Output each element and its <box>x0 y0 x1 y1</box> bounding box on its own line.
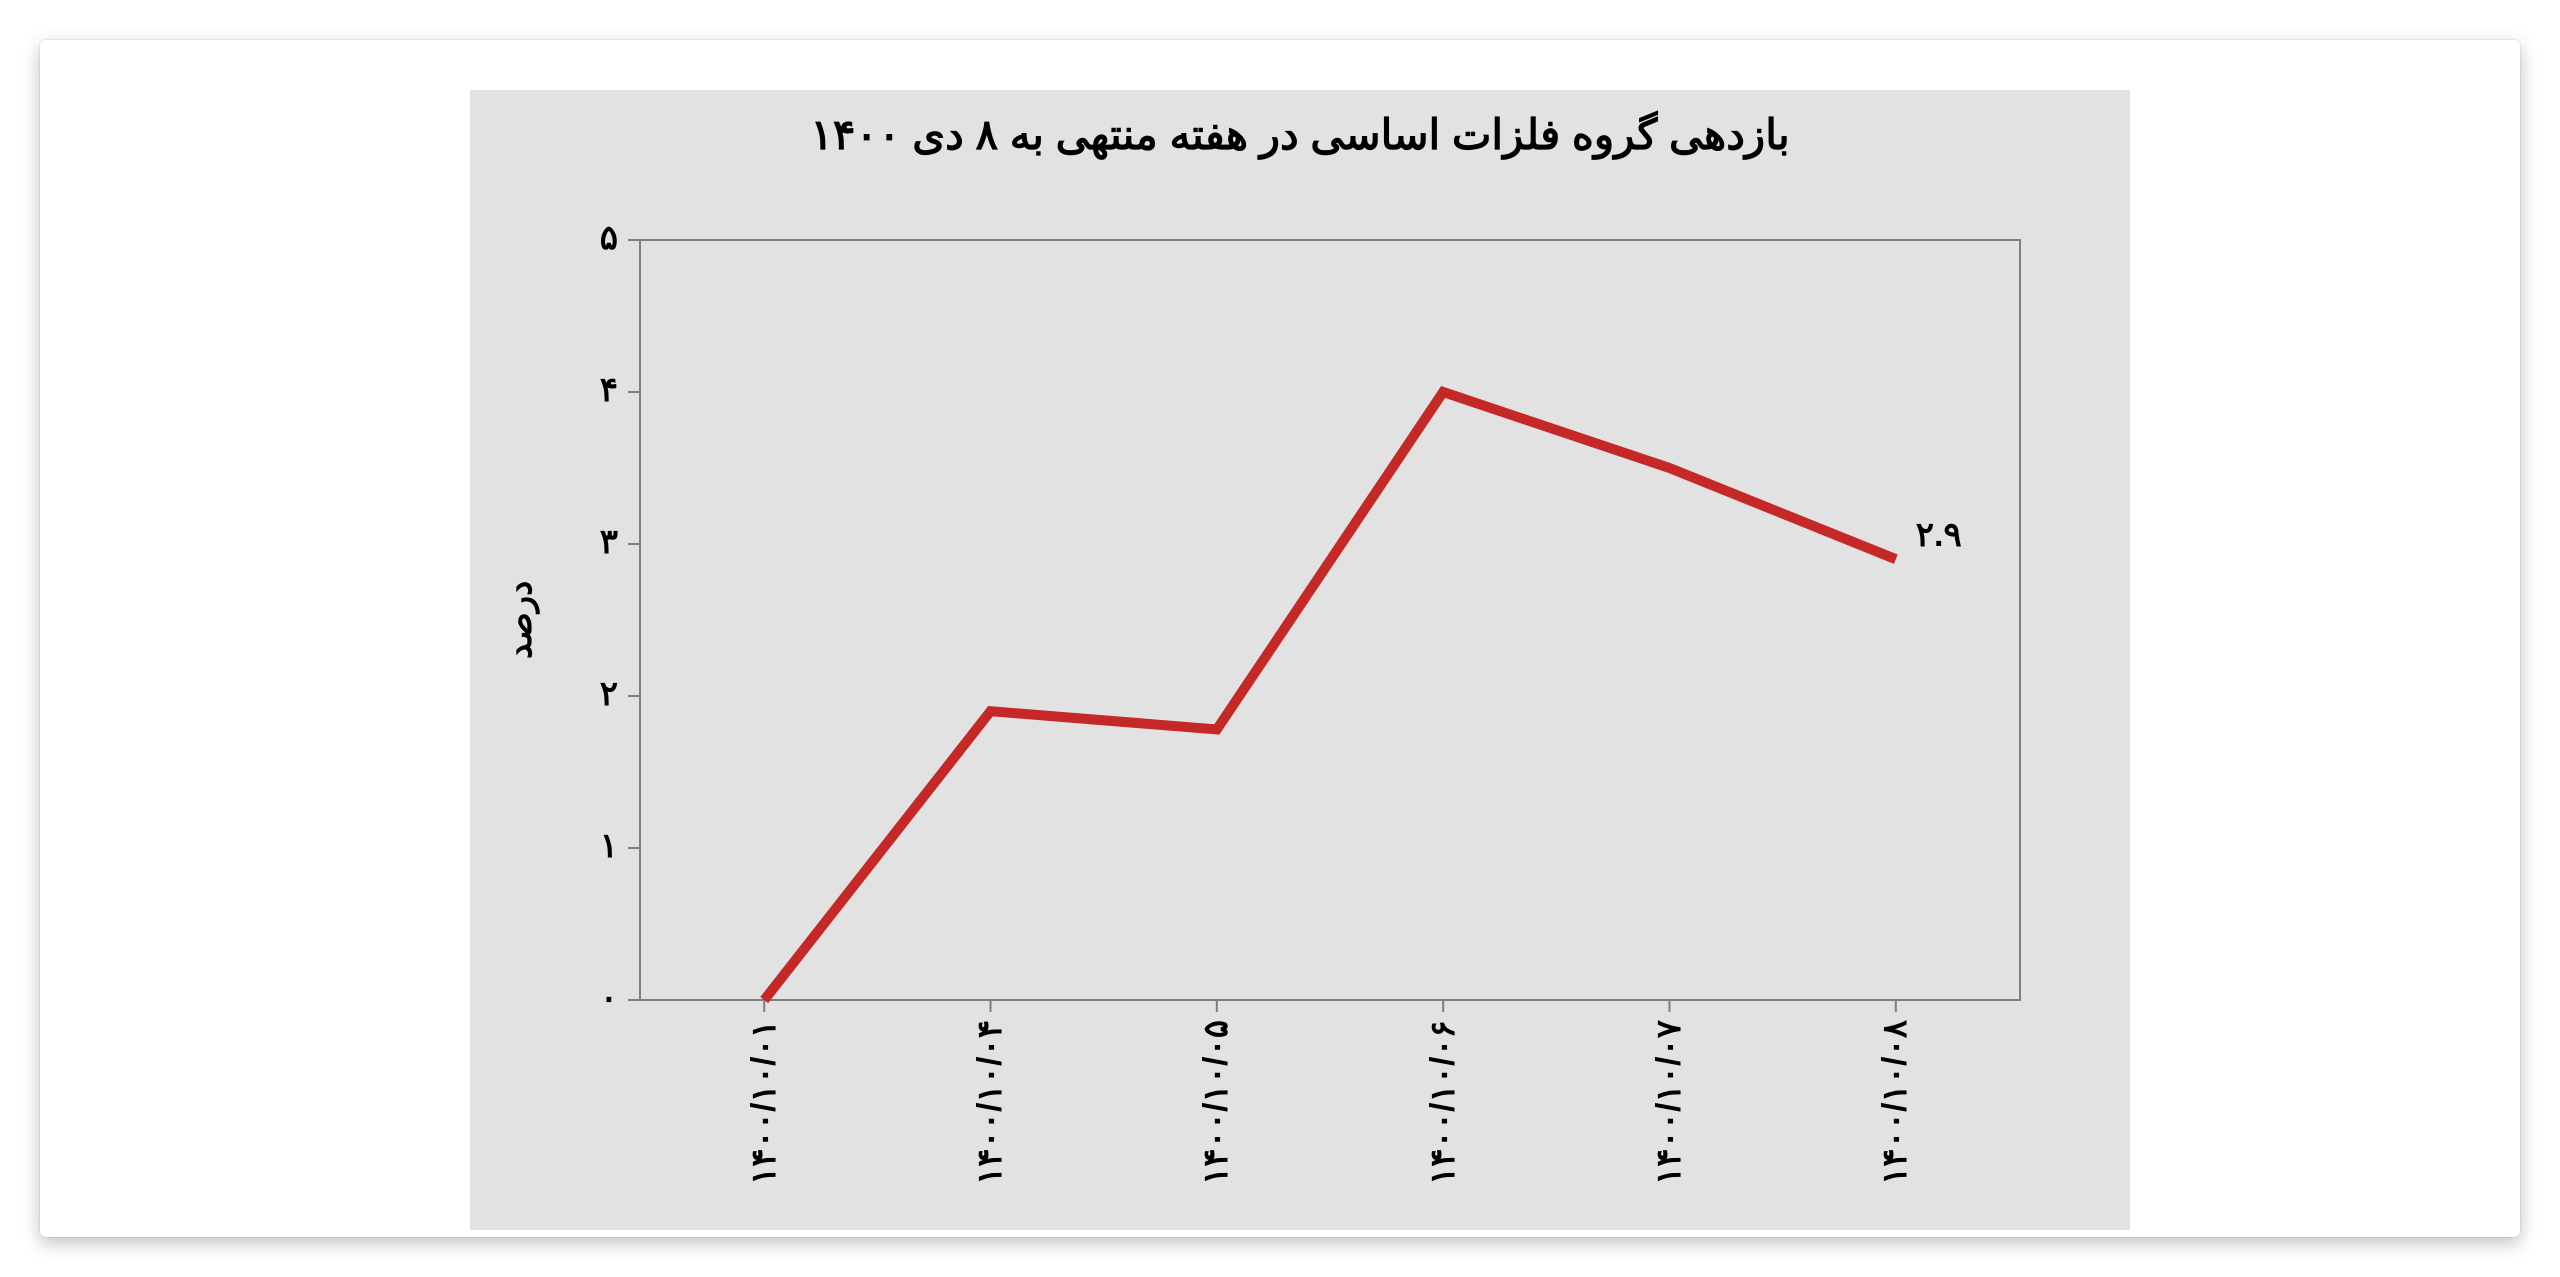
y-tick-label: ۵ <box>568 218 618 258</box>
x-tick-label: ۱۴۰۰/۱۰/۰۸ <box>1875 1020 1915 1230</box>
chart-axes <box>40 40 2520 1237</box>
chart-card: بازدهی گروه فلزات اساسی در هفته منتهی به… <box>40 40 2520 1237</box>
x-tick-label: ۱۴۰۰/۱۰/۰۷ <box>1649 1020 1689 1230</box>
x-tick-label: ۱۴۰۰/۱۰/۰۴ <box>970 1020 1010 1230</box>
line-end-value-label: ۲.۹ <box>1916 515 1962 555</box>
x-tick-label: ۱۴۰۰/۱۰/۰۶ <box>1423 1020 1463 1230</box>
x-tick-label: ۱۴۰۰/۱۰/۰۵ <box>1196 1020 1236 1230</box>
y-tick-label: ۲ <box>568 674 618 714</box>
x-tick-label: ۱۴۰۰/۱۰/۰۱ <box>744 1020 784 1230</box>
y-tick-label: ۳ <box>568 522 618 562</box>
y-tick-label: ۴ <box>568 370 618 410</box>
y-tick-label: ۰ <box>568 978 618 1018</box>
y-tick-label: ۱ <box>568 826 618 866</box>
